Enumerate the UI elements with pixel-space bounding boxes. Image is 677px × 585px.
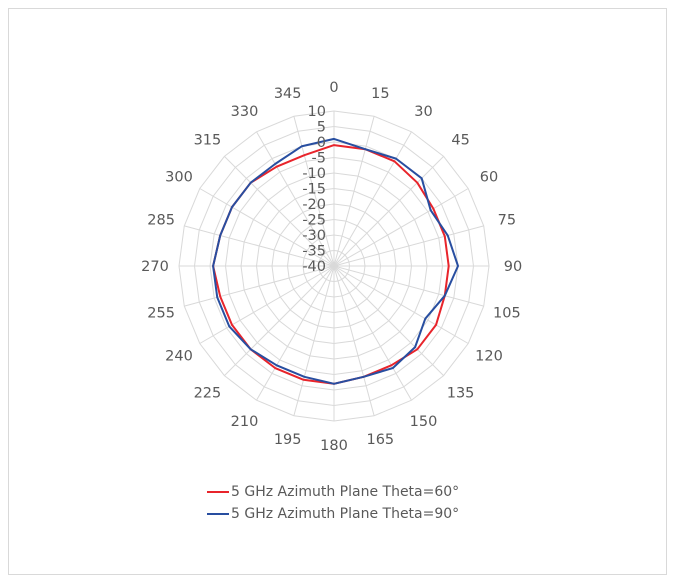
legend-item-theta-90: 5 GHz Azimuth Plane Theta=90° — [207, 503, 459, 525]
grid-spoke — [224, 156, 335, 267]
legend-item-theta-60: 5 GHz Azimuth Plane Theta=60° — [207, 481, 459, 503]
grid-spoke — [293, 265, 335, 416]
grid-spoke — [333, 131, 412, 267]
grid-spoke — [333, 156, 444, 267]
legend: 5 GHz Azimuth Plane Theta=60° 5 GHz Azim… — [207, 481, 459, 525]
grid-spoke — [199, 188, 335, 267]
radial-tick-label: -20 — [302, 197, 326, 213]
legend-swatch-red — [207, 491, 229, 493]
grid-spoke — [333, 265, 375, 416]
radial-tick-label: -25 — [302, 213, 326, 229]
angle-tick-label: 270 — [141, 259, 169, 275]
radial-tick-label: -30 — [302, 228, 326, 244]
angle-tick-label: 210 — [231, 414, 259, 430]
grid-spoke — [199, 265, 335, 344]
grid-spoke — [333, 265, 484, 307]
radial-tick-label: -5 — [312, 151, 326, 167]
angle-tick-label: 180 — [320, 438, 348, 454]
grid-spoke — [256, 131, 335, 267]
series-line-1 — [212, 137, 459, 385]
angle-tick-label: 240 — [165, 349, 193, 365]
grid-spoke — [184, 265, 335, 307]
legend-label: 5 GHz Azimuth Plane Theta=90° — [231, 506, 460, 522]
grid-spoke — [333, 265, 469, 344]
grid-spoke — [333, 116, 375, 267]
angle-tick-label: 315 — [194, 132, 222, 148]
radial-tick-label: -10 — [302, 166, 326, 182]
angle-tick-label: 150 — [410, 414, 438, 430]
angle-tick-label: 285 — [147, 213, 175, 229]
angle-tick-label: 60 — [480, 170, 498, 186]
grid-spoke — [333, 265, 412, 401]
angle-tick-label: 90 — [504, 259, 522, 275]
radial-tick-label: -15 — [302, 182, 326, 198]
radial-tick-label: -40 — [302, 259, 326, 275]
legend-swatch-blue — [207, 513, 229, 515]
grid-spoke — [333, 265, 444, 376]
angle-tick-label: 330 — [231, 104, 259, 120]
grid-spoke — [333, 188, 469, 267]
angle-tick-label: 345 — [274, 86, 302, 102]
angle-tick-label: 300 — [165, 170, 193, 186]
angle-tick-label: 255 — [147, 305, 175, 321]
label-layer: 0 15 30 45 60 75 90 105 120 135 150 165 180 195 210 225… — [141, 80, 522, 454]
grid-spoke — [224, 265, 335, 376]
chart-frame — [8, 8, 667, 575]
angle-tick-label: 195 — [274, 432, 302, 448]
angle-tick-label: 0 — [329, 80, 338, 96]
series-layer — [212, 137, 459, 385]
grid-layer — [178, 110, 490, 422]
grid-spoke — [293, 116, 335, 267]
grid-spoke — [333, 225, 484, 267]
angle-tick-label: 75 — [498, 213, 516, 229]
angle-tick-label: 120 — [475, 349, 503, 365]
angle-tick-label: 45 — [451, 132, 469, 148]
radial-tick-label: -35 — [302, 244, 326, 260]
angle-tick-label: 165 — [366, 432, 394, 448]
angle-tick-label: 105 — [493, 305, 521, 321]
grid-spoke — [256, 265, 335, 401]
angle-tick-label: 30 — [414, 104, 432, 120]
radial-tick-label: 10 — [308, 104, 326, 120]
angle-tick-label: 15 — [371, 86, 389, 102]
radial-tick-label: 5 — [317, 120, 326, 136]
angle-tick-label: 225 — [194, 386, 222, 402]
radial-tick-label: 0 — [317, 135, 326, 151]
angle-tick-label: 135 — [447, 386, 475, 402]
grid-spoke — [184, 225, 335, 267]
legend-label: 5 GHz Azimuth Plane Theta=60° — [231, 484, 460, 500]
